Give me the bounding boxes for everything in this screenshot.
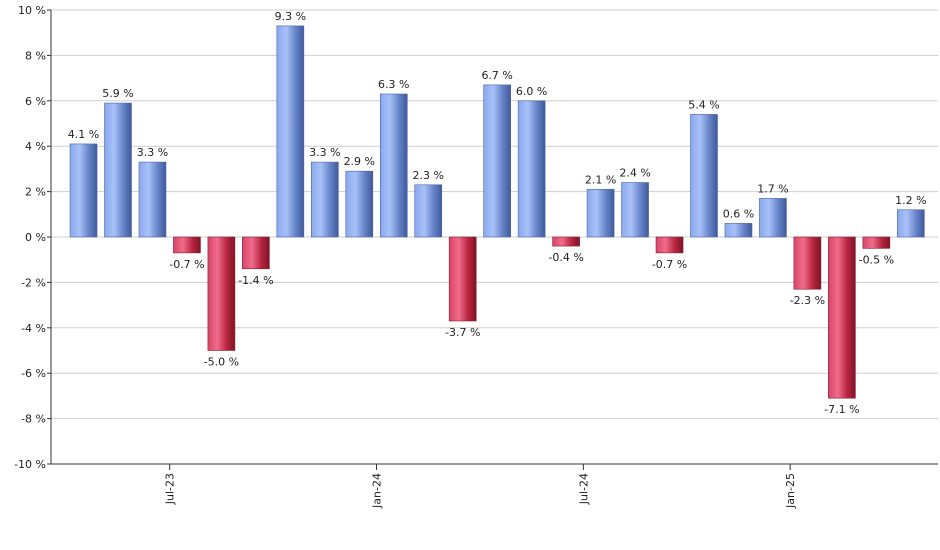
bar-data-label: 4.1 % bbox=[68, 128, 99, 141]
bar bbox=[448, 236, 477, 322]
bar bbox=[828, 236, 856, 399]
bar bbox=[724, 223, 753, 238]
bar bbox=[242, 236, 270, 270]
bar-data-label: -0.7 % bbox=[652, 258, 687, 271]
bar-data-label: 1.7 % bbox=[757, 182, 788, 195]
bar-data-label: -0.5 % bbox=[859, 253, 894, 266]
bar bbox=[483, 84, 511, 238]
bar bbox=[897, 209, 925, 238]
bar bbox=[276, 25, 305, 238]
y-tick-label: 2 % bbox=[25, 186, 46, 199]
y-tick-label: -10 % bbox=[14, 458, 46, 471]
x-tick-label: Jul-24 bbox=[577, 473, 590, 505]
bar bbox=[69, 143, 98, 238]
bar bbox=[345, 170, 374, 238]
bar bbox=[311, 161, 339, 238]
y-tick-label: -6 % bbox=[21, 367, 46, 380]
bar bbox=[862, 236, 891, 249]
bar bbox=[138, 161, 167, 238]
bar bbox=[414, 184, 443, 238]
data-labels: 4.1 % 5.9 % 3.3 % -0.7 % -5.0 % -1.4 % 9.3 % 3.… bbox=[68, 10, 927, 416]
bar-data-label: 6.3 % bbox=[378, 78, 409, 91]
bar bbox=[759, 198, 787, 238]
bar-data-label: -5.0 % bbox=[204, 356, 239, 369]
bar-data-label: 3.3 % bbox=[309, 146, 340, 159]
y-tick-label: -8 % bbox=[21, 413, 46, 426]
bar bbox=[379, 93, 408, 238]
bar bbox=[173, 236, 201, 254]
y-tick-label: -2 % bbox=[21, 276, 46, 289]
y-tick-label: 10 % bbox=[18, 4, 46, 17]
bar-data-label: 2.3 % bbox=[413, 169, 444, 182]
y-tick-label: 6 % bbox=[25, 95, 46, 108]
bar bbox=[621, 182, 649, 238]
bar-data-label: 5.9 % bbox=[102, 87, 133, 100]
y-tick-label: 0 % bbox=[25, 231, 46, 244]
bar-data-label: 2.4 % bbox=[619, 167, 650, 180]
bar-data-label: 2.1 % bbox=[585, 173, 616, 186]
bar-data-label: 2.9 % bbox=[344, 155, 375, 168]
bar-data-label: 3.3 % bbox=[137, 146, 168, 159]
bar-data-label: -3.7 % bbox=[445, 326, 480, 339]
axes bbox=[50, 10, 938, 465]
bar-data-label: 0.6 % bbox=[723, 207, 754, 220]
bar-data-label: -0.4 % bbox=[548, 251, 583, 264]
y-tick-label: 8 % bbox=[25, 49, 46, 62]
y-axis: 10 % 8 % 6 % 4 % 2 % 0 % -2 % -4 % -6 % -8 % -10 % bbox=[14, 4, 51, 471]
bar-data-label: -2.3 % bbox=[790, 294, 825, 307]
x-axis: Jul-23 Jan-24 Jul-24 Jan-25 bbox=[164, 464, 797, 509]
bar-data-label: -1.4 % bbox=[238, 274, 273, 287]
bar-data-label: 6.7 % bbox=[481, 69, 512, 82]
bar bbox=[655, 236, 684, 254]
bar-data-label: 5.4 % bbox=[688, 98, 719, 111]
bar-data-label: -7.1 % bbox=[824, 403, 859, 416]
bar-data-label: 6.0 % bbox=[516, 85, 547, 98]
x-tick-label: Jan-24 bbox=[371, 473, 384, 509]
bar bbox=[586, 189, 615, 238]
bar bbox=[517, 100, 546, 238]
bar-data-label: 1.2 % bbox=[895, 194, 926, 207]
bar bbox=[207, 236, 236, 351]
bar bbox=[552, 236, 580, 247]
bar-data-label: -0.7 % bbox=[169, 258, 204, 271]
bar bbox=[793, 236, 822, 290]
bar-data-label: 9.3 % bbox=[275, 10, 306, 23]
bars bbox=[69, 25, 925, 399]
x-tick-label: Jul-23 bbox=[164, 473, 177, 505]
y-tick-label: -4 % bbox=[21, 322, 46, 335]
x-tick-label: Jan-25 bbox=[784, 473, 797, 509]
y-tick-label: 4 % bbox=[25, 140, 46, 153]
bar bbox=[690, 114, 718, 238]
bar bbox=[104, 102, 132, 238]
